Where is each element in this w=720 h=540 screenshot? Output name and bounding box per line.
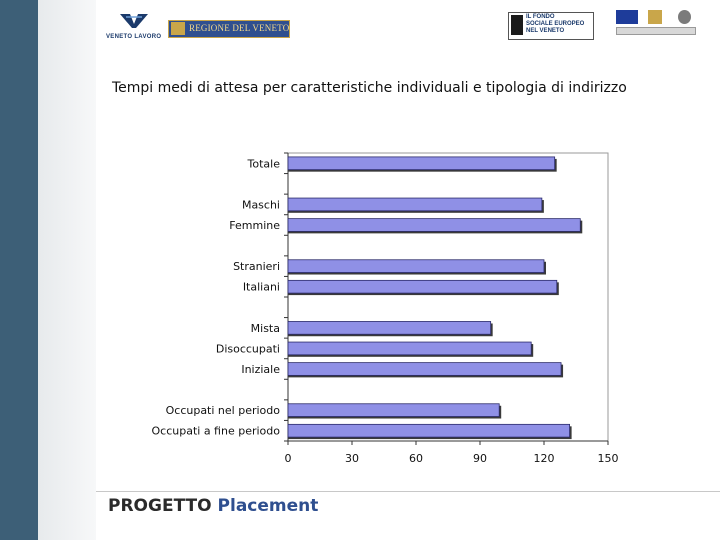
- bar: [287, 362, 562, 376]
- category-label: Femmine: [229, 219, 280, 232]
- x-tick-label: 0: [285, 452, 292, 465]
- fse-flag-icon: [511, 15, 523, 35]
- bar: [287, 341, 532, 356]
- x-tick-label: 90: [473, 452, 487, 465]
- category-label: Totale: [247, 157, 281, 170]
- category-label: Maschi: [242, 198, 280, 211]
- x-tick-label: 60: [409, 452, 423, 465]
- veneto-lavoro-text: VENETO LAVORO: [106, 34, 162, 40]
- category-label: Iniziale: [241, 363, 280, 376]
- regione-veneto-text: REGIONE DEL VENETO: [189, 23, 290, 33]
- chart-title: Tempi medi di attesa per caratteristiche…: [112, 80, 627, 96]
- footer-word-placement: Placement: [217, 496, 319, 516]
- footer-word-progetto: PROGETTO: [108, 496, 212, 516]
- regione-shield-icon: [171, 22, 185, 35]
- category-label: Italiani: [243, 281, 280, 294]
- x-tick-label: 120: [534, 452, 555, 465]
- category-label: Disoccupati: [216, 342, 280, 355]
- veneto-lavoro-mark-icon: [120, 14, 148, 28]
- regione-emblem-icon: [648, 10, 662, 24]
- left-decoration-gradient: [38, 0, 96, 540]
- fse-text: IL FONDO SOCIALE EUROPEO NEL VENETO: [526, 14, 585, 34]
- plot-area: [287, 152, 609, 442]
- footer-brand: PROGETTO Placement: [108, 496, 318, 516]
- bar: [287, 218, 581, 232]
- repubblica-emblem-icon: [678, 10, 691, 24]
- category-label: Occupati a fine periodo: [152, 425, 281, 438]
- bar: [287, 259, 545, 273]
- x-tick-label: 150: [598, 452, 619, 465]
- bar: [287, 403, 500, 417]
- bar: [287, 197, 543, 212]
- header-logos: VENETO LAVORO REGIONE DEL VENETO IL FOND…: [96, 0, 720, 44]
- bar: [287, 279, 558, 294]
- x-tick-label: 30: [345, 452, 359, 465]
- eu-flag-icon: [616, 10, 638, 24]
- bar: [287, 156, 556, 171]
- category-label: Mista: [251, 322, 280, 335]
- left-decoration-bar: [0, 0, 38, 540]
- category-label: Stranieri: [233, 260, 280, 273]
- regione-veneto-logo: REGIONE DEL VENETO: [168, 20, 290, 38]
- bar: [287, 423, 571, 438]
- footer-divider: [96, 491, 720, 492]
- category-label: Occupati nel periodo: [166, 404, 281, 417]
- fse-logo: IL FONDO SOCIALE EUROPEO NEL VENETO: [508, 12, 594, 40]
- logos-caption-strip: [616, 27, 696, 35]
- institutional-logos: [616, 10, 696, 36]
- bar-chart: Totale Maschi Femmine Stranieri Italiani Mist…: [152, 152, 619, 465]
- veneto-lavoro-logo: VENETO LAVORO: [106, 12, 162, 40]
- bar: [287, 321, 492, 335]
